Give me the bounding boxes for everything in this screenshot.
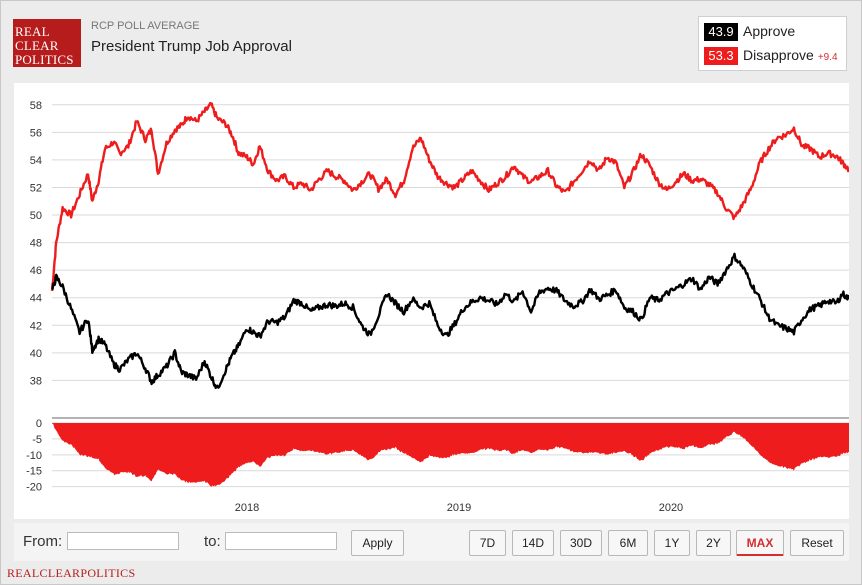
y-tick-label: 58 [30,100,42,112]
approve-value-badge: 43.9 [704,23,738,42]
legend-approve: 43.9 Approve [704,23,795,43]
range-button-1y[interactable]: 1Y [654,530,690,556]
spread-y-tick-label: -5 [32,434,42,446]
chart-title: President Trump Job Approval [91,38,292,55]
chart-kicker: RCP POLL AVERAGE [91,20,200,32]
footer-brand[interactable]: REALCLEARPOLITICS [7,566,136,580]
spread-y-tick-label: -10 [26,450,42,462]
chart-svg[interactable]: 38 40 42 44 46 48 50 52 54 56 58 0 -5 -10 -15 -20 2018 20… [14,83,849,519]
legend-disapprove: 53.3 Disapprove +9.4 [704,47,838,67]
range-button-6m[interactable]: 6M [608,530,648,556]
x-tick-label-2020: 2020 [659,502,683,514]
logo-line-3: POLITICS [15,52,74,67]
disapprove-label: Disapprove [743,47,814,63]
spread-y-tick-label: -20 [26,482,42,494]
x-tick-label-2019: 2019 [447,502,471,514]
y-tick-label: 40 [30,348,42,360]
logo-line-2: CLEAR [15,38,59,53]
range-button-30d[interactable]: 30D [560,530,602,556]
y-tick-label: 56 [30,127,42,139]
logo-line-1: REAL [15,24,50,39]
y-tick-label: 54 [30,155,42,167]
approve-series-line [51,252,849,389]
to-date-input[interactable] [225,532,337,550]
y-tick-label: 48 [30,238,42,250]
from-label: From: [23,533,63,550]
y-tick-label: 42 [30,320,42,332]
x-tick-label-2018: 2018 [235,502,259,514]
spread-y-tick-label: -15 [26,466,42,478]
range-button-max[interactable]: MAX [736,530,784,556]
apply-button[interactable]: Apply [351,530,404,556]
spread-value: +9.4 [817,52,838,63]
reset-button[interactable]: Reset [790,530,844,556]
range-button-7d[interactable]: 7D [469,530,506,556]
y-tick-label: 44 [30,293,42,305]
to-label: to: [204,533,221,550]
y-tick-label: 52 [30,182,42,194]
range-button-2y[interactable]: 2Y [696,530,731,556]
spread-y-tick-label: 0 [36,418,42,430]
y-tick-label: 46 [30,265,42,277]
approve-label: Approve [743,23,796,39]
disapprove-value-badge: 53.3 [704,47,738,66]
from-date-input[interactable] [67,532,179,550]
controls-bar: From: to: Apply 7D 14D 30D 6M 1Y 2Y MAX … [14,523,849,561]
spread-area [52,422,849,487]
y-tick-label: 50 [30,210,42,222]
rcp-logo[interactable]: REAL CLEAR POLITICS [13,19,81,67]
y-tick-label: 38 [30,375,42,387]
legend: 43.9 Approve 53.3 Disapprove +9.4 [698,16,847,71]
range-button-14d[interactable]: 14D [512,530,554,556]
chart-area: 38 40 42 44 46 48 50 52 54 56 58 0 -5 -10 -15 -20 2018 20… [14,83,849,519]
disapprove-series-line [50,101,849,291]
